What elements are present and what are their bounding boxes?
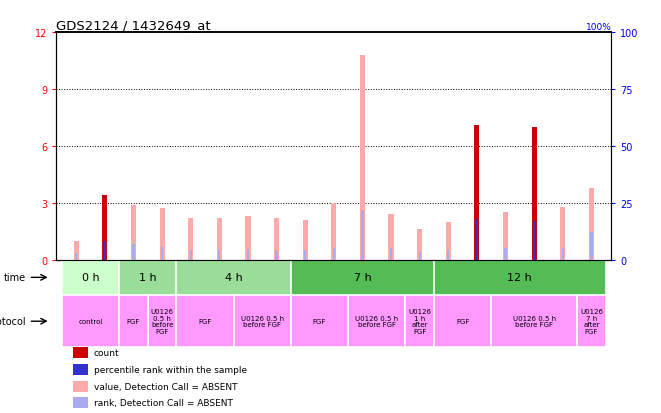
Bar xyxy=(390,249,392,260)
Text: U0126
0.5 h
before
FGF: U0126 0.5 h before FGF xyxy=(151,309,174,334)
Bar xyxy=(73,347,88,358)
Text: U0126 0.5 h
before FGF: U0126 0.5 h before FGF xyxy=(355,315,399,328)
Bar xyxy=(504,249,507,260)
Bar xyxy=(418,252,421,260)
Bar xyxy=(446,222,451,260)
Text: value, Detection Call = ABSENT: value, Detection Call = ABSENT xyxy=(94,382,237,391)
Bar xyxy=(434,295,491,347)
Bar xyxy=(348,295,405,347)
Bar xyxy=(560,207,565,260)
Text: rank, Detection Call = ABSENT: rank, Detection Call = ABSENT xyxy=(94,398,233,407)
Bar xyxy=(176,260,291,295)
Bar xyxy=(476,219,478,260)
Bar xyxy=(332,249,335,260)
Bar xyxy=(491,295,577,347)
Bar xyxy=(447,251,449,260)
Bar xyxy=(73,241,79,260)
Bar xyxy=(245,216,251,260)
Bar xyxy=(247,251,249,260)
Bar xyxy=(148,295,176,347)
Bar xyxy=(417,230,422,260)
Bar xyxy=(362,210,364,260)
Text: 0 h: 0 h xyxy=(82,273,99,282)
Text: FGF: FGF xyxy=(313,318,326,324)
Bar xyxy=(188,218,193,260)
Bar xyxy=(533,221,535,260)
Bar xyxy=(303,220,308,260)
Text: U0126 0.5 h
before FGF: U0126 0.5 h before FGF xyxy=(512,315,556,328)
Bar xyxy=(577,295,605,347)
Text: protocol: protocol xyxy=(0,316,26,326)
Text: 7 h: 7 h xyxy=(354,273,371,282)
Bar xyxy=(405,295,434,347)
Text: GDS2124 / 1432649_at: GDS2124 / 1432649_at xyxy=(56,19,211,32)
Bar xyxy=(131,205,136,260)
Bar xyxy=(104,242,106,260)
Bar xyxy=(217,218,222,260)
Text: FGF: FGF xyxy=(127,318,140,324)
Bar xyxy=(590,233,592,260)
Bar xyxy=(360,56,365,260)
Bar xyxy=(190,251,192,260)
Bar xyxy=(62,260,119,295)
Text: control: control xyxy=(79,318,102,324)
Text: percentile rank within the sample: percentile rank within the sample xyxy=(94,365,247,374)
Bar xyxy=(218,251,221,260)
Bar xyxy=(233,295,291,347)
Text: U0126
7 h
after
FGF: U0126 7 h after FGF xyxy=(580,309,603,334)
Bar xyxy=(475,126,479,260)
Bar xyxy=(291,260,434,295)
Bar xyxy=(73,396,88,408)
Bar xyxy=(389,215,393,260)
Bar xyxy=(274,218,279,260)
Bar xyxy=(161,247,163,260)
Text: FGF: FGF xyxy=(198,318,212,324)
Text: U0126 0.5 h
before FGF: U0126 0.5 h before FGF xyxy=(241,315,284,328)
Bar xyxy=(562,249,564,260)
Bar xyxy=(119,260,176,295)
Bar xyxy=(503,213,508,260)
Text: time: time xyxy=(3,273,26,282)
Bar xyxy=(132,244,135,260)
Bar xyxy=(73,364,88,375)
Bar xyxy=(73,381,88,392)
Bar xyxy=(291,295,348,347)
Text: 100%: 100% xyxy=(586,23,611,32)
Bar xyxy=(119,295,148,347)
Bar xyxy=(75,253,77,260)
Text: 4 h: 4 h xyxy=(225,273,243,282)
Text: U0126
1 h
after
FGF: U0126 1 h after FGF xyxy=(408,309,431,334)
Bar xyxy=(434,260,605,295)
Bar xyxy=(589,188,594,260)
Bar xyxy=(102,196,108,260)
Bar xyxy=(276,251,278,260)
Text: count: count xyxy=(94,349,119,357)
Bar xyxy=(176,295,233,347)
Text: FGF: FGF xyxy=(456,318,469,324)
Text: 1 h: 1 h xyxy=(139,273,157,282)
Bar xyxy=(331,203,336,260)
Text: 12 h: 12 h xyxy=(508,273,532,282)
Bar xyxy=(159,209,165,260)
Bar xyxy=(531,128,537,260)
Bar xyxy=(62,295,119,347)
Bar xyxy=(304,251,306,260)
